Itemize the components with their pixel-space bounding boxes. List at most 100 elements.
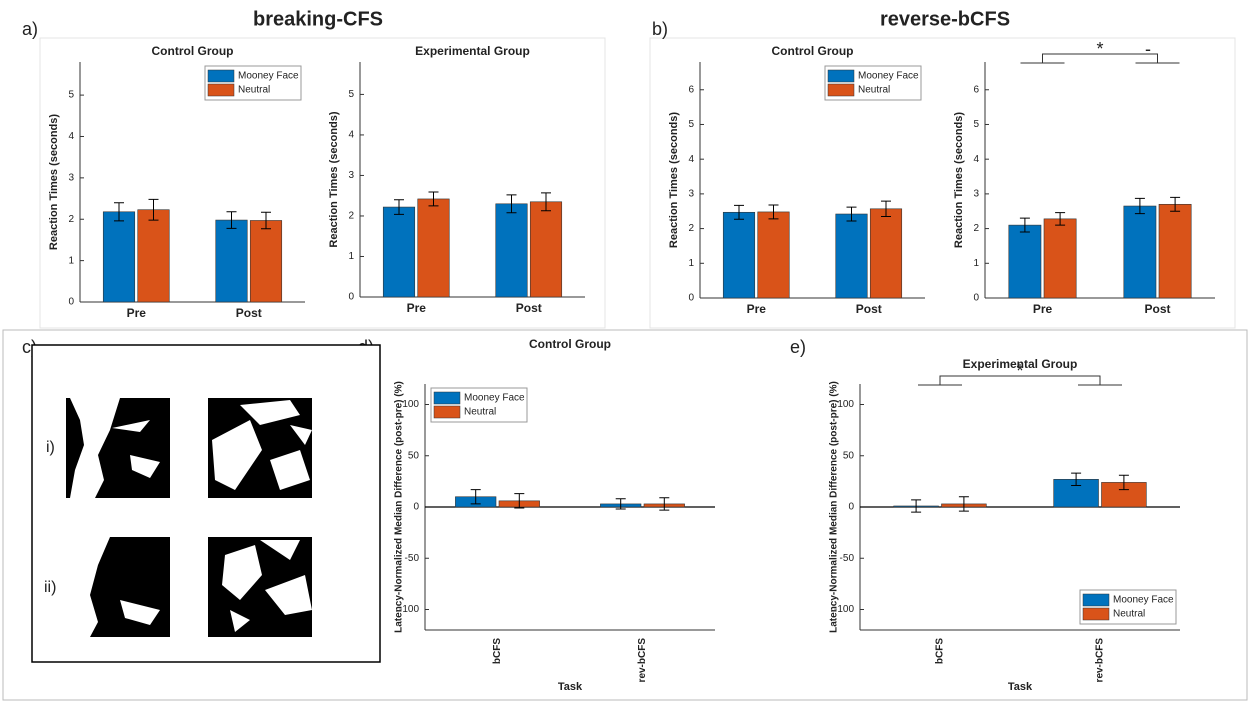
error-bar bbox=[768, 204, 779, 220]
y-tick-label: 3 bbox=[68, 173, 74, 184]
y-tick-label: 5 bbox=[348, 89, 354, 100]
x-tick-label: Pre bbox=[127, 306, 147, 320]
legend-label: Neutral bbox=[1113, 609, 1145, 620]
y-tick-label: 100 bbox=[837, 399, 854, 410]
error-bar bbox=[506, 194, 517, 214]
x-tick-label: Post bbox=[1144, 302, 1170, 316]
blob bbox=[222, 540, 312, 632]
bar bbox=[417, 198, 450, 298]
y-axis-label: Reaction Times (seconds) bbox=[48, 114, 60, 250]
error-bar bbox=[1071, 472, 1082, 486]
chart-title: Control Group bbox=[529, 337, 611, 351]
y-tick-label: 1 bbox=[68, 255, 74, 266]
x-tick-label: Post bbox=[516, 301, 542, 315]
bar bbox=[1008, 224, 1042, 299]
panel-letter: a) bbox=[22, 19, 38, 39]
x-tick-label: Post bbox=[236, 306, 262, 320]
x-tick-label: Pre bbox=[407, 301, 427, 315]
bar bbox=[529, 201, 563, 298]
y-tick-label: 0 bbox=[973, 293, 979, 304]
y-tick-label: 3 bbox=[973, 189, 979, 200]
blob bbox=[212, 400, 312, 490]
legend-label: Mooney Face bbox=[238, 71, 299, 82]
significance-bracket bbox=[918, 375, 1122, 386]
y-axis-label: Latency-Normalized Median Difference (po… bbox=[394, 381, 405, 633]
blob bbox=[66, 537, 160, 637]
bar bbox=[835, 213, 868, 299]
chart-title: Experimental Group bbox=[963, 357, 1078, 371]
legend-label: Mooney Face bbox=[464, 393, 525, 404]
error-bar bbox=[1170, 196, 1181, 212]
y-tick-label: 2 bbox=[688, 223, 694, 234]
heading: breaking-CFS bbox=[253, 8, 383, 30]
bar bbox=[249, 220, 283, 303]
panel-frame bbox=[649, 37, 1236, 329]
y-axis-label: Latency-Normalized Median Difference (po… bbox=[829, 381, 840, 633]
y-axis-label: Reaction Times (seconds) bbox=[668, 112, 680, 248]
y-tick-label: 2 bbox=[68, 214, 74, 225]
y-tick-label: 0 bbox=[68, 297, 74, 308]
bar bbox=[722, 211, 756, 299]
bar bbox=[102, 211, 136, 303]
x-tick-label: bCFS bbox=[492, 638, 503, 664]
error-bar bbox=[734, 204, 744, 220]
bar bbox=[215, 219, 248, 303]
error-bar bbox=[846, 206, 857, 222]
legend-swatch bbox=[433, 405, 461, 419]
y-tick-label: -100 bbox=[399, 604, 419, 615]
legend-label: Neutral bbox=[464, 407, 496, 418]
y-tick-label: 4 bbox=[688, 154, 694, 165]
bar bbox=[137, 209, 170, 303]
y-tick-label: 1 bbox=[348, 251, 354, 262]
legend-swatch bbox=[1082, 607, 1110, 621]
panel-frame bbox=[39, 37, 606, 329]
error-bar bbox=[1134, 197, 1145, 215]
error-bar bbox=[615, 498, 626, 510]
y-tick-label: 5 bbox=[688, 119, 694, 130]
y-axis-label: Reaction Times (seconds) bbox=[328, 111, 340, 247]
error-bar bbox=[1055, 212, 1066, 226]
x-tick-label: rev-bCFS bbox=[1095, 638, 1106, 683]
y-tick-label: 0 bbox=[848, 502, 854, 513]
blob bbox=[70, 398, 160, 498]
chart-title: Control Group bbox=[772, 44, 854, 58]
x-tick-label: Pre bbox=[1033, 302, 1053, 316]
bar bbox=[495, 203, 528, 298]
legend-swatch bbox=[207, 83, 235, 97]
bar bbox=[382, 206, 416, 298]
bar bbox=[869, 208, 903, 299]
y-tick-label: 50 bbox=[408, 450, 420, 461]
error-bar bbox=[958, 496, 969, 512]
y-axis-label: Reaction Times (seconds) bbox=[953, 112, 965, 248]
y-tick-label: 0 bbox=[348, 292, 354, 303]
significance-label: * bbox=[1096, 39, 1103, 59]
error-bar bbox=[1019, 217, 1030, 233]
heading: reverse-bCFS bbox=[880, 8, 1010, 30]
bar bbox=[1158, 203, 1192, 299]
y-tick-label: 4 bbox=[973, 154, 979, 165]
error-bar bbox=[470, 489, 481, 505]
y-tick-label: 6 bbox=[688, 84, 694, 95]
y-tick-label: 5 bbox=[973, 119, 979, 130]
x-tick-label: bCFS bbox=[935, 638, 946, 664]
y-tick-label: 3 bbox=[688, 189, 694, 200]
legend-label: Mooney Face bbox=[1113, 595, 1174, 606]
x-axis-label: Task bbox=[558, 681, 583, 693]
error-bar bbox=[514, 493, 525, 509]
legend-swatch bbox=[827, 69, 855, 83]
legend-label: Mooney Face bbox=[858, 71, 919, 82]
legend-swatch bbox=[207, 69, 235, 83]
x-tick-label: rev-bCFS bbox=[637, 638, 648, 683]
significance-label: - bbox=[1145, 39, 1151, 59]
row-label: i) bbox=[46, 439, 55, 456]
error-bar bbox=[881, 200, 891, 217]
error-bar bbox=[261, 211, 271, 230]
y-tick-label: 5 bbox=[68, 90, 74, 101]
bar bbox=[1053, 479, 1099, 508]
y-tick-label: 100 bbox=[402, 399, 419, 410]
bar bbox=[1043, 218, 1077, 299]
y-tick-label: 4 bbox=[348, 130, 354, 141]
panel-frame bbox=[2, 329, 1248, 701]
y-tick-label: 0 bbox=[688, 293, 694, 304]
